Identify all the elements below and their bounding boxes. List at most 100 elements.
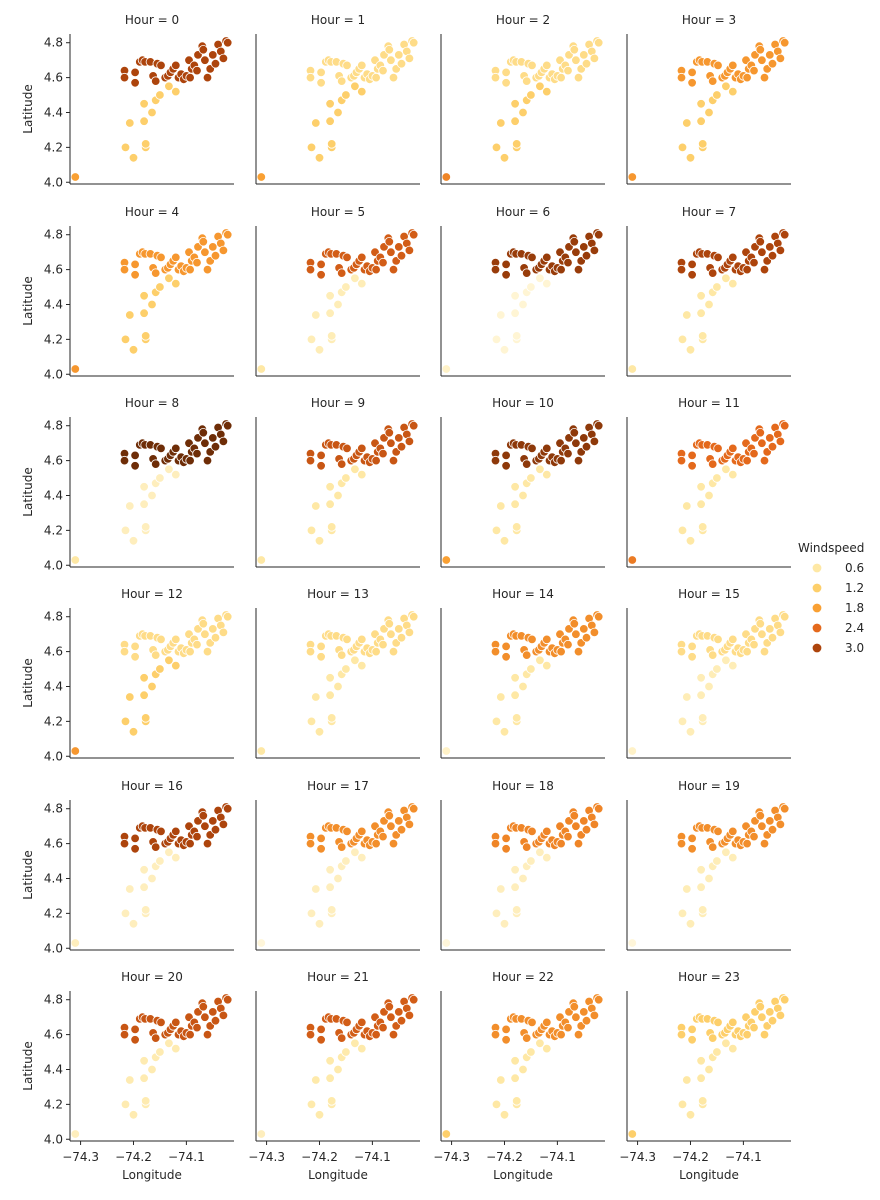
data-point bbox=[779, 803, 790, 814]
data-point bbox=[155, 664, 165, 674]
data-point bbox=[139, 116, 149, 126]
data-point bbox=[589, 1010, 600, 1021]
data-point bbox=[119, 264, 130, 275]
data-point bbox=[556, 646, 566, 657]
data-point bbox=[755, 236, 766, 247]
data-point bbox=[501, 833, 511, 844]
data-point bbox=[333, 490, 343, 501]
data-point bbox=[441, 746, 452, 756]
data-point bbox=[491, 525, 502, 536]
data-point bbox=[357, 852, 367, 863]
data-point bbox=[130, 78, 140, 88]
data-point bbox=[150, 1033, 161, 1043]
data-point bbox=[755, 427, 766, 438]
data-point bbox=[119, 455, 130, 466]
data-point bbox=[185, 838, 195, 849]
data-point bbox=[510, 291, 520, 301]
data-point bbox=[325, 482, 335, 492]
data-point bbox=[125, 501, 135, 511]
data-point bbox=[685, 345, 696, 355]
data-point bbox=[535, 655, 545, 666]
data-point bbox=[759, 72, 770, 83]
data-point bbox=[198, 427, 209, 438]
data-point bbox=[306, 525, 317, 536]
data-point bbox=[759, 1029, 770, 1040]
data-point bbox=[164, 655, 174, 666]
data-point bbox=[499, 727, 510, 737]
data-point bbox=[164, 273, 174, 284]
data-point bbox=[490, 838, 501, 849]
data-point bbox=[185, 72, 195, 83]
data-point bbox=[371, 838, 381, 849]
data-point bbox=[676, 1029, 687, 1040]
data-point bbox=[139, 865, 149, 875]
data-point bbox=[728, 469, 738, 480]
data-point bbox=[357, 252, 367, 263]
data-point bbox=[378, 65, 388, 76]
data-point bbox=[333, 681, 343, 692]
data-point bbox=[125, 884, 135, 894]
facet-panel: Hour = 9 bbox=[255, 396, 420, 568]
data-point bbox=[501, 461, 511, 471]
data-point bbox=[491, 334, 502, 345]
data-point bbox=[704, 681, 714, 692]
data-point bbox=[510, 482, 520, 492]
data-point bbox=[171, 1017, 181, 1028]
x-tick-label: −74.2 bbox=[115, 1150, 152, 1164]
data-point bbox=[192, 1022, 202, 1033]
data-point bbox=[697, 139, 708, 149]
data-point bbox=[70, 364, 81, 374]
data-point bbox=[388, 1029, 399, 1040]
data-point bbox=[569, 236, 580, 247]
facet-panel: Hour = 23 −74.3 −74.2 −74.1 Longitude bbox=[619, 970, 791, 1182]
data-point bbox=[140, 139, 151, 149]
data-point bbox=[579, 816, 589, 826]
data-point bbox=[687, 270, 697, 280]
panel-title: Hour = 19 bbox=[678, 779, 740, 793]
data-point bbox=[396, 633, 407, 643]
data-point bbox=[535, 847, 545, 858]
panel-title: Hour = 12 bbox=[121, 587, 183, 601]
data-point bbox=[388, 264, 399, 275]
data-point bbox=[707, 1033, 718, 1043]
data-point bbox=[384, 427, 395, 438]
data-point bbox=[527, 252, 537, 263]
data-point bbox=[713, 443, 723, 454]
data-point bbox=[306, 716, 317, 727]
data-point bbox=[147, 873, 157, 884]
data-point bbox=[202, 838, 213, 849]
y-tick-label: 4.2 bbox=[44, 906, 63, 920]
data-point bbox=[130, 461, 140, 471]
facet-panel: Hour = 13 bbox=[255, 587, 420, 759]
data-point bbox=[687, 833, 697, 844]
x-tick-label: −74.2 bbox=[486, 1150, 523, 1164]
data-point bbox=[676, 838, 687, 849]
data-point bbox=[408, 803, 419, 814]
data-point bbox=[501, 844, 511, 854]
data-point bbox=[535, 464, 545, 475]
data-point bbox=[120, 716, 131, 727]
panel-title: Hour = 6 bbox=[496, 205, 550, 219]
data-point bbox=[742, 1029, 752, 1040]
data-point bbox=[765, 816, 775, 826]
y-tick-label: 4.2 bbox=[44, 1097, 63, 1111]
data-point bbox=[593, 803, 604, 814]
data-point bbox=[685, 1110, 696, 1120]
data-point bbox=[542, 278, 552, 289]
x-tick-label: −74.1 bbox=[539, 1150, 576, 1164]
facet-panel: Hour = 18 bbox=[440, 779, 605, 951]
data-point bbox=[728, 278, 738, 289]
data-point bbox=[396, 825, 407, 835]
data-point bbox=[721, 1038, 731, 1049]
data-point bbox=[527, 443, 537, 454]
panel-title: Hour = 17 bbox=[307, 779, 369, 793]
data-point bbox=[687, 641, 697, 652]
data-point bbox=[687, 461, 697, 471]
facet-panel: Hour = 21 −74.3 −74.2 −74.1 Longitude bbox=[248, 970, 420, 1182]
data-point bbox=[593, 994, 604, 1005]
data-point bbox=[314, 1110, 325, 1120]
data-point bbox=[491, 908, 502, 919]
data-point bbox=[198, 618, 209, 629]
data-point bbox=[542, 252, 552, 263]
